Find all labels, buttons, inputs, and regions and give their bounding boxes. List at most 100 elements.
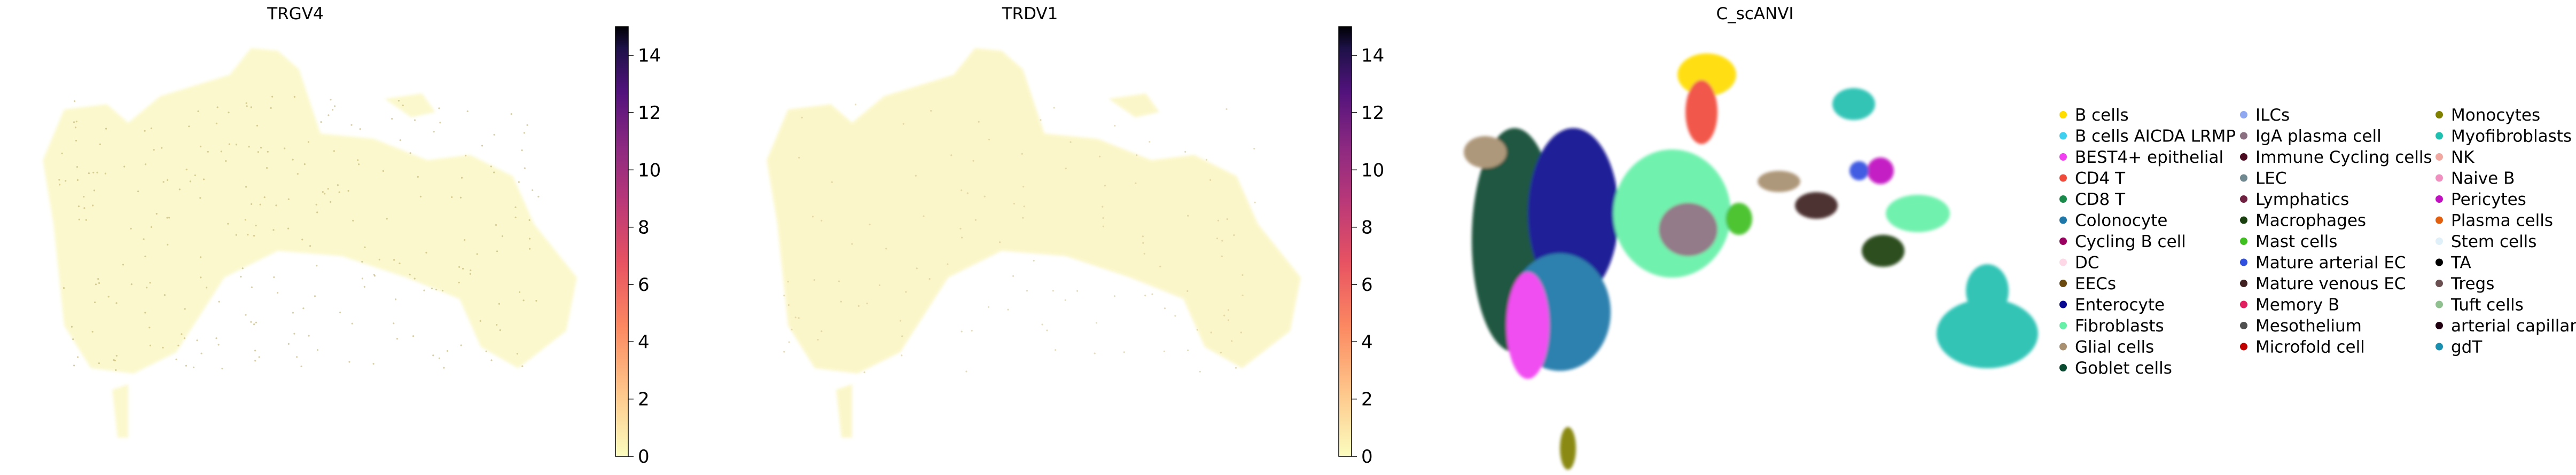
expression-dot bbox=[382, 170, 385, 172]
expression-dots bbox=[783, 104, 1256, 374]
expression-dot bbox=[419, 195, 422, 197]
expression-dot bbox=[1205, 159, 1207, 161]
expression-dot bbox=[350, 124, 353, 126]
expression-dot bbox=[215, 122, 217, 124]
expression-dot bbox=[1142, 235, 1144, 238]
expression-dot bbox=[1240, 331, 1242, 334]
expression-dot bbox=[251, 203, 253, 205]
expression-dot bbox=[218, 300, 220, 303]
expression-dot bbox=[228, 143, 230, 145]
expression-dot bbox=[425, 251, 427, 254]
expression-dot bbox=[987, 306, 989, 308]
legend-marker bbox=[2436, 153, 2443, 161]
expression-dot bbox=[831, 181, 833, 183]
expression-dot bbox=[791, 328, 793, 331]
legend-marker bbox=[2059, 111, 2067, 118]
expression-dot bbox=[372, 363, 374, 365]
expression-dot bbox=[316, 265, 318, 267]
expression-dot bbox=[162, 181, 165, 183]
expression-dot bbox=[99, 143, 101, 145]
expression-dot bbox=[77, 205, 80, 208]
expression-dot bbox=[885, 248, 887, 250]
expression-dot bbox=[144, 312, 146, 314]
expression-dot bbox=[250, 321, 252, 323]
expression-dot bbox=[76, 179, 79, 181]
expression-dot bbox=[227, 223, 229, 225]
expression-dot bbox=[402, 104, 404, 107]
expression-dot bbox=[1174, 315, 1176, 317]
expression-dot bbox=[292, 159, 294, 161]
expression-dot bbox=[98, 362, 100, 365]
expression-dot bbox=[821, 219, 823, 221]
expression-dot bbox=[184, 308, 186, 310]
legend-marker bbox=[2436, 322, 2443, 329]
expression-dot bbox=[378, 258, 380, 260]
expression-dot bbox=[1142, 242, 1144, 244]
expression-dot bbox=[521, 365, 524, 367]
expression-dot bbox=[254, 350, 256, 352]
expression-dot bbox=[363, 286, 365, 288]
legend-marker bbox=[2436, 300, 2443, 308]
panel-title: C_scANVI bbox=[1716, 4, 1793, 23]
expression-dot bbox=[459, 196, 462, 199]
expression-dot bbox=[930, 110, 932, 112]
expression-dot bbox=[878, 284, 881, 287]
expression-dot bbox=[163, 294, 166, 296]
expression-dot bbox=[83, 195, 85, 198]
expression-dot bbox=[75, 121, 77, 123]
expression-dot bbox=[433, 131, 435, 133]
expression-dot bbox=[130, 227, 132, 229]
expression-dot bbox=[76, 166, 79, 168]
colorbar-ticks: 0 2 4 6 8 10 12 14 bbox=[628, 45, 661, 468]
expression-dot bbox=[1021, 153, 1023, 155]
expression-dot bbox=[413, 278, 416, 280]
expression-dot bbox=[287, 343, 290, 345]
expression-dot bbox=[253, 235, 255, 237]
panel-title: TRGV4 bbox=[267, 4, 323, 23]
expression-dot bbox=[75, 139, 77, 142]
expression-dot bbox=[947, 263, 949, 265]
legend-label: Naive B bbox=[2451, 169, 2515, 188]
panel-title: TRDV1 bbox=[1002, 4, 1058, 23]
expression-dot bbox=[88, 172, 90, 175]
expression-dot bbox=[322, 191, 324, 193]
expression-dot bbox=[144, 130, 146, 132]
expression-dot bbox=[1033, 259, 1035, 262]
expression-dot bbox=[74, 126, 77, 129]
legend-label: Macrophages bbox=[2255, 211, 2366, 231]
expression-dot bbox=[162, 346, 164, 349]
expression-dot bbox=[1231, 340, 1233, 342]
expression-dot bbox=[528, 238, 531, 240]
expression-dot bbox=[145, 287, 148, 289]
legend-label: Plasma cells bbox=[2451, 211, 2553, 231]
expression-dot bbox=[1253, 147, 1255, 150]
expression-dot bbox=[324, 193, 326, 195]
legend-marker bbox=[2240, 153, 2247, 161]
expression-dot bbox=[901, 335, 903, 337]
expression-dot bbox=[248, 146, 250, 148]
expression-dot bbox=[253, 323, 255, 326]
expression-dot bbox=[499, 329, 501, 331]
legend-marker bbox=[2240, 238, 2247, 245]
expression-dot bbox=[438, 357, 441, 359]
legend-marker bbox=[2240, 322, 2247, 329]
legend-marker bbox=[2240, 216, 2247, 224]
expression-dot bbox=[61, 152, 63, 155]
colorbar-tick-label: 12 bbox=[638, 102, 661, 124]
expression-dot bbox=[396, 338, 399, 340]
colorbar-tick-label: 4 bbox=[638, 331, 650, 353]
expression-dot bbox=[327, 188, 329, 190]
expression-dot bbox=[399, 262, 401, 265]
expression-dot bbox=[1226, 218, 1228, 220]
legend-marker bbox=[2436, 195, 2443, 203]
expression-dot bbox=[200, 352, 202, 354]
expression-dot bbox=[1209, 179, 1212, 181]
expression-dot bbox=[983, 195, 986, 197]
expression-dot bbox=[94, 301, 96, 304]
expression-dot bbox=[451, 196, 453, 198]
expression-dot bbox=[196, 339, 198, 342]
expression-dot bbox=[1023, 205, 1025, 208]
expression-dot bbox=[788, 341, 790, 343]
expression-dot bbox=[200, 256, 202, 258]
expression-dot bbox=[391, 117, 393, 120]
